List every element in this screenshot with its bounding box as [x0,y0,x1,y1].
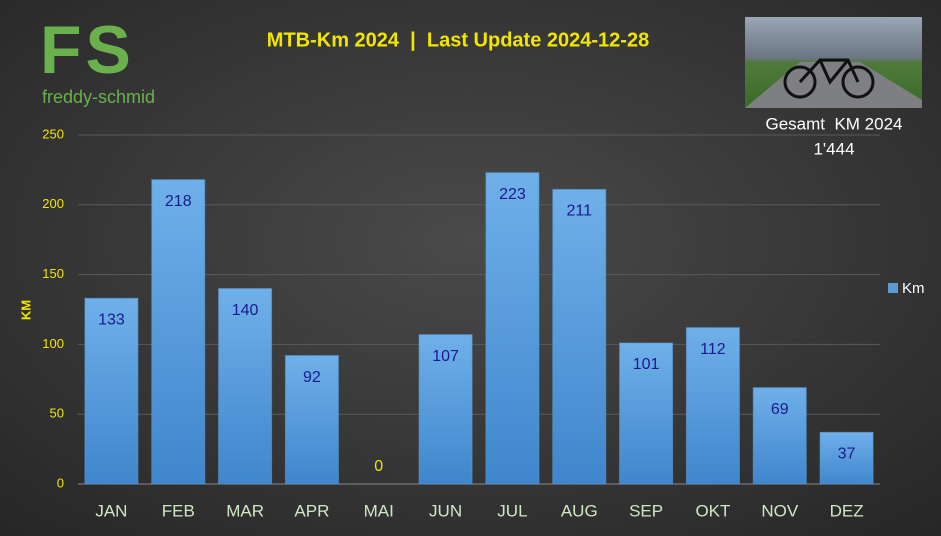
y-tick-label: 0 [57,475,64,490]
x-tick-label: SEP [629,501,663,520]
y-tick-label: 250 [42,126,64,141]
x-tick-label: JUL [497,501,527,520]
value-label: 37 [838,446,856,463]
x-tick-label: FEB [162,501,195,520]
x-tick-label: DEZ [830,501,864,520]
annotation: Gesamt KM 2024 [765,114,902,133]
bar [151,179,206,485]
legend-swatch [888,283,898,293]
chart-title: MTB-Km 2024 | Last Update 2024-12-28 [267,29,649,51]
y-tick-label: 100 [42,336,64,351]
bar [218,288,273,485]
x-tick-label: MAR [226,501,264,520]
y-tick-label: 200 [42,196,64,211]
logo: FS [40,12,135,88]
x-tick-label: APR [294,501,329,520]
value-label: 69 [771,401,789,418]
photo [745,17,922,108]
bar [84,297,139,485]
logo-subtitle: freddy-schmid [42,87,155,107]
x-tick-label: JUN [429,501,462,520]
y-tick-label: 150 [42,266,64,281]
value-label: 107 [432,348,459,365]
x-tick-label: OKT [695,501,730,520]
total: 1'444 [813,139,854,158]
value-label: 112 [700,341,726,358]
bar [752,387,807,485]
bar [284,355,339,485]
bar [619,342,674,485]
x-tick-label: JAN [95,501,127,520]
value-label: 92 [303,369,321,386]
bar [485,172,540,485]
value-label: 101 [633,356,660,373]
y-axis-label: KM [18,300,33,320]
value-label: 0 [374,458,383,475]
x-tick-label: MAI [364,501,394,520]
y-tick-label: 50 [50,406,64,421]
value-label: 140 [232,302,259,319]
x-tick-label: NOV [761,501,799,520]
value-label: 223 [499,186,526,203]
bar [552,188,607,485]
x-tick-label: AUG [561,501,598,520]
value-label: 211 [566,203,592,220]
legend-label: Km [902,280,925,297]
value-label: 218 [165,193,192,210]
bar [418,334,473,485]
bar [685,327,740,485]
value-label: 133 [98,312,125,329]
bar [819,431,874,485]
